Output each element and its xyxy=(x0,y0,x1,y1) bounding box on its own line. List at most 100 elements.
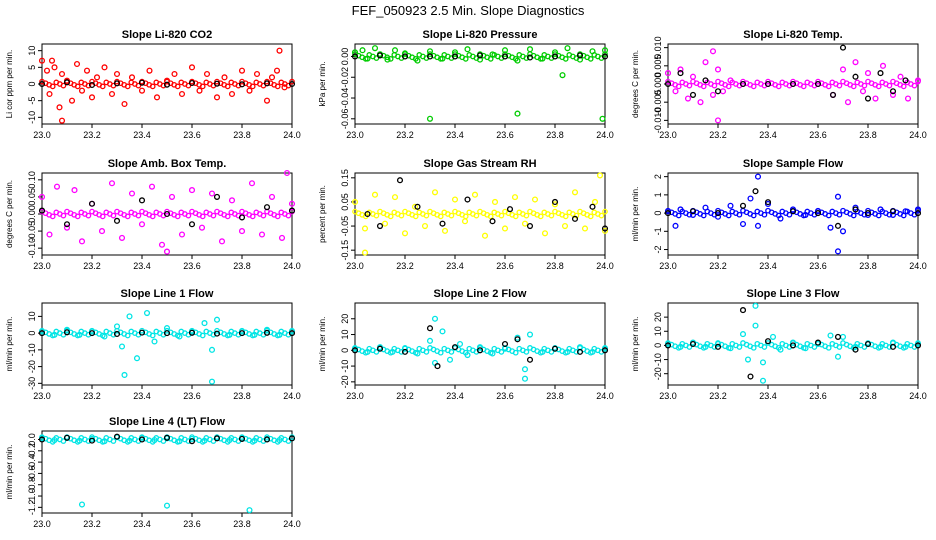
data-point xyxy=(351,53,359,60)
y-tick-label: 2 xyxy=(653,174,663,179)
baseline-point xyxy=(786,211,793,218)
data-point xyxy=(38,193,46,200)
baseline-point xyxy=(199,213,206,220)
data-point xyxy=(288,435,296,442)
baseline-point xyxy=(423,349,430,355)
y-tick-label: 10 xyxy=(340,330,350,340)
series-selected xyxy=(664,188,922,229)
data-point xyxy=(51,331,58,338)
data-point xyxy=(747,373,754,380)
chart-panel-4: Slope Amb. Box Temp. 23.0 23.2 23.4 23.6 23.8… xyxy=(5,158,301,271)
data-point xyxy=(228,90,236,98)
y-tick-label: -0.005 xyxy=(653,89,663,115)
y-tick-label: -5 xyxy=(27,97,37,105)
x-tick-label: 23.4 xyxy=(759,130,777,140)
data-point xyxy=(228,197,236,204)
data-point xyxy=(744,356,752,363)
data-point xyxy=(714,88,722,95)
data-point xyxy=(439,328,446,335)
baseline-point xyxy=(686,344,693,350)
x-tick-label: 23.2 xyxy=(83,519,101,529)
data-point xyxy=(43,67,51,74)
data-point xyxy=(381,220,389,227)
data-point xyxy=(288,207,296,214)
data-point xyxy=(196,87,203,94)
baseline-point xyxy=(825,344,832,351)
baseline-point xyxy=(548,349,555,355)
data-point xyxy=(133,355,141,362)
data-point xyxy=(138,79,146,86)
data-point xyxy=(188,64,196,71)
data-point xyxy=(364,348,371,355)
baseline-point xyxy=(224,213,231,220)
data-point xyxy=(138,197,146,204)
y-tick-label: 0.05 xyxy=(27,188,37,206)
data-point xyxy=(288,200,296,207)
data-point xyxy=(188,187,196,194)
baseline-point xyxy=(487,213,494,220)
data-point xyxy=(601,47,609,54)
y-axis-label: ml/min per min. xyxy=(631,187,640,242)
x-tick-label: 23.0 xyxy=(33,261,51,271)
data-point xyxy=(113,70,121,78)
x-tick-label: 23.0 xyxy=(33,130,51,140)
data-point xyxy=(213,316,221,323)
x-tick-label: 23.6 xyxy=(183,519,201,529)
data-point xyxy=(118,234,126,241)
x-tick-label: 23.8 xyxy=(233,130,251,140)
y-axis-label: percent per min. xyxy=(318,185,327,243)
x-tick-label: 23.8 xyxy=(233,261,251,271)
panel-grid: Slope Li-820 CO2 23.0 23.2 23.4 23.6 23.8 24.0… xyxy=(5,29,927,529)
data-point xyxy=(476,347,484,354)
data-point xyxy=(401,345,409,352)
data-point xyxy=(664,80,672,88)
y-tick-label: 0 xyxy=(653,343,663,348)
x-tick-label: 23.0 xyxy=(659,261,677,271)
data-point xyxy=(571,215,579,222)
x-tick-label: 23.8 xyxy=(546,130,564,140)
x-tick-label: 23.2 xyxy=(709,130,727,140)
data-point xyxy=(351,347,359,354)
y-tick-label: -0.8 xyxy=(27,477,37,493)
baseline-point xyxy=(124,332,131,339)
chart-panel-3: Slope Li-820 Temp. 23.0 23.2 23.4 23.6 23.8 24… xyxy=(631,29,927,140)
series-selected xyxy=(664,44,909,102)
x-tick-label: 23.4 xyxy=(133,391,151,401)
data-point xyxy=(789,342,797,349)
data-point xyxy=(739,202,747,209)
baseline-point xyxy=(174,83,181,90)
data-point xyxy=(63,434,71,441)
data-point xyxy=(802,211,809,218)
baseline-point xyxy=(110,212,117,219)
data-point xyxy=(752,188,759,195)
data-point xyxy=(672,88,679,95)
baseline-point xyxy=(149,83,156,90)
data-point xyxy=(273,67,281,74)
x-tick-label: 24.0 xyxy=(909,261,927,271)
data-point xyxy=(276,47,283,54)
data-point xyxy=(714,66,722,73)
x-tick-label: 24.0 xyxy=(283,261,301,271)
y-tick-label: 0.05 xyxy=(340,193,350,211)
series-selected xyxy=(38,79,296,89)
data-point xyxy=(376,223,384,230)
baseline-point xyxy=(602,51,608,57)
data-point xyxy=(714,117,722,124)
data-point xyxy=(73,60,81,68)
data-point xyxy=(864,70,872,77)
data-point xyxy=(238,228,246,235)
data-point xyxy=(51,436,58,444)
data-point xyxy=(51,64,58,71)
y-tick-label: -0.02 xyxy=(340,67,350,88)
baseline-point xyxy=(437,349,444,356)
data-point xyxy=(526,356,534,363)
y-tick-label: -0.15 xyxy=(340,240,350,261)
baseline-point xyxy=(498,212,505,219)
baseline-point xyxy=(74,213,81,220)
data-point xyxy=(201,320,208,327)
x-tick-label: 23.8 xyxy=(546,261,564,271)
data-point xyxy=(719,88,727,95)
x-tick-label: 24.0 xyxy=(283,519,301,529)
data-point xyxy=(914,210,922,217)
baseline-point xyxy=(398,349,405,355)
